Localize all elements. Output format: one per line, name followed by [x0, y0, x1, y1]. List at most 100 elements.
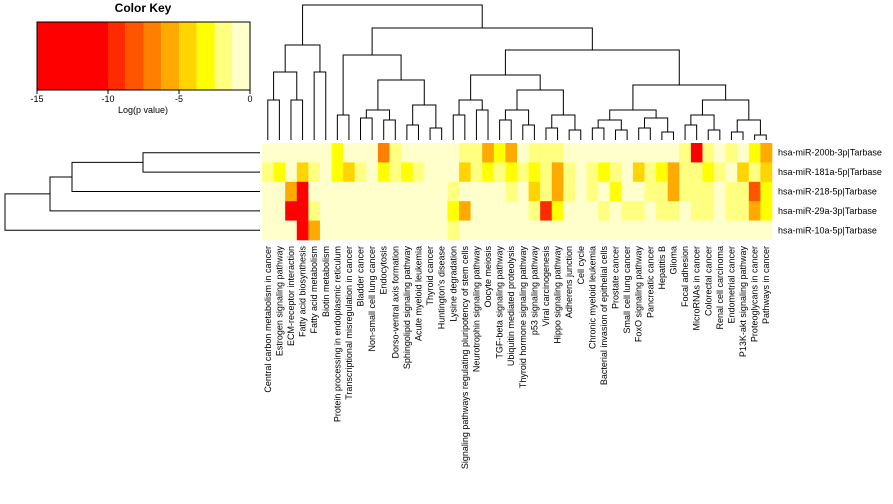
column-label: P13K-akt signaling pathway	[738, 246, 748, 358]
heat-cell	[574, 201, 587, 221]
heat-cell	[621, 162, 634, 183]
heat-cell	[586, 220, 599, 241]
heat-cell	[574, 143, 587, 163]
heat-cell	[679, 201, 692, 221]
dendrogram-branch	[371, 27, 593, 55]
heat-cell	[540, 143, 553, 163]
heat-cell	[540, 220, 553, 241]
heat-cell	[551, 162, 564, 183]
dendrogram-branch	[516, 89, 564, 115]
heat-cell	[609, 220, 622, 241]
heat-cell	[331, 162, 344, 183]
heat-cell	[644, 181, 657, 202]
dendrogram-branch	[701, 99, 750, 120]
heat-cell	[389, 201, 402, 221]
heat-cell	[632, 220, 645, 241]
key-swatch	[232, 22, 250, 90]
heat-cell	[366, 201, 379, 221]
dendrogram-branch	[591, 127, 605, 140]
heat-cell	[493, 220, 506, 241]
heat-cell	[563, 143, 576, 163]
heat-cell	[505, 201, 518, 221]
column-label: Pancreatic cancer	[645, 246, 655, 318]
heat-cell	[319, 162, 332, 183]
column-label: Acute myeloid leukemia	[413, 246, 423, 341]
heat-cell	[737, 162, 750, 183]
column-label: Pathways in cancer	[761, 246, 771, 324]
dendrogram-branch	[342, 54, 402, 115]
heat-cell	[609, 201, 622, 221]
heat-cell	[493, 162, 506, 183]
heat-cell	[435, 220, 448, 241]
heat-cell	[308, 162, 321, 183]
heat-cell	[424, 220, 437, 241]
column-label: Central carbon metabolism in cancer	[263, 246, 273, 393]
heat-cell	[262, 162, 274, 183]
heat-cell	[389, 143, 402, 163]
row-label: hsa-miR-218-5p|Tarbase	[778, 187, 877, 197]
heat-cell	[470, 220, 483, 241]
heat-cell	[656, 220, 668, 241]
heat-cell	[354, 201, 367, 221]
heat-cell	[354, 220, 367, 241]
heat-cell	[412, 220, 425, 241]
dendrogram-branch	[504, 49, 680, 85]
heat-cell	[632, 143, 645, 163]
heat-cell	[621, 143, 634, 163]
dendrogram-branch	[707, 129, 721, 140]
dendrogram-branch	[142, 152, 260, 173]
row-label: hsa-miR-29a-3p|Tarbase	[778, 206, 877, 216]
column-label: TGF-beta signaling pathway	[495, 246, 505, 359]
dendrogram-branch	[284, 44, 321, 72]
column-label: Prostate cancer	[611, 246, 621, 309]
heat-cell	[517, 143, 529, 163]
heat-cell	[609, 181, 622, 202]
heat-cell	[621, 220, 634, 241]
key-swatch	[179, 22, 197, 90]
heat-cell	[714, 143, 726, 163]
column-label: Bladder cancer	[356, 246, 366, 307]
heat-cell	[760, 162, 773, 183]
heat-cell	[621, 201, 634, 221]
heat-cell	[459, 220, 471, 241]
heat-cell	[389, 162, 402, 183]
column-label: Protein processing in endoplasmic reticu…	[332, 246, 342, 422]
dendrogram-branch	[499, 119, 512, 140]
heat-cell	[621, 181, 634, 202]
dendrogram-branch	[730, 131, 744, 140]
column-label: Estrogen signaling pathway	[274, 246, 284, 357]
heat-cell	[273, 181, 286, 202]
heat-cell	[262, 220, 274, 241]
heat-cell	[574, 220, 587, 241]
heat-cell	[424, 162, 437, 183]
heat-cell	[667, 162, 680, 183]
heat-cell	[319, 181, 332, 202]
heat-cell	[505, 143, 518, 163]
column-label: Viral carcinogenesis	[541, 246, 551, 327]
heat-cell	[748, 201, 761, 221]
column-label: Neurotrophin signaling pathway	[471, 246, 481, 373]
heat-cell	[482, 143, 495, 163]
heat-cell	[354, 162, 367, 183]
heat-cell	[412, 181, 425, 202]
heat-cell	[377, 201, 390, 221]
dendrogram-branch	[429, 127, 443, 140]
column-label: ECM-receptor interaction	[286, 246, 296, 346]
heat-cell	[586, 181, 599, 202]
heat-cell	[424, 181, 437, 202]
key-swatch	[214, 22, 233, 90]
heat-cell	[667, 143, 680, 163]
heat-cell	[296, 162, 309, 183]
dendrogram-branch	[383, 119, 396, 140]
heat-cell	[598, 220, 611, 241]
dendrogram-branch	[406, 124, 419, 140]
heat-cell	[760, 201, 773, 221]
column-label: Hippo signaling pathway	[553, 246, 563, 344]
column-label: Signaling pathways regulating pluripoten…	[460, 246, 470, 470]
column-label: Adherens junction	[564, 246, 574, 318]
dendrogram-branch	[684, 124, 698, 140]
column-label: Huntington's disease	[437, 246, 447, 329]
dendrogram-branch	[4, 193, 260, 231]
heat-cell	[389, 181, 402, 202]
